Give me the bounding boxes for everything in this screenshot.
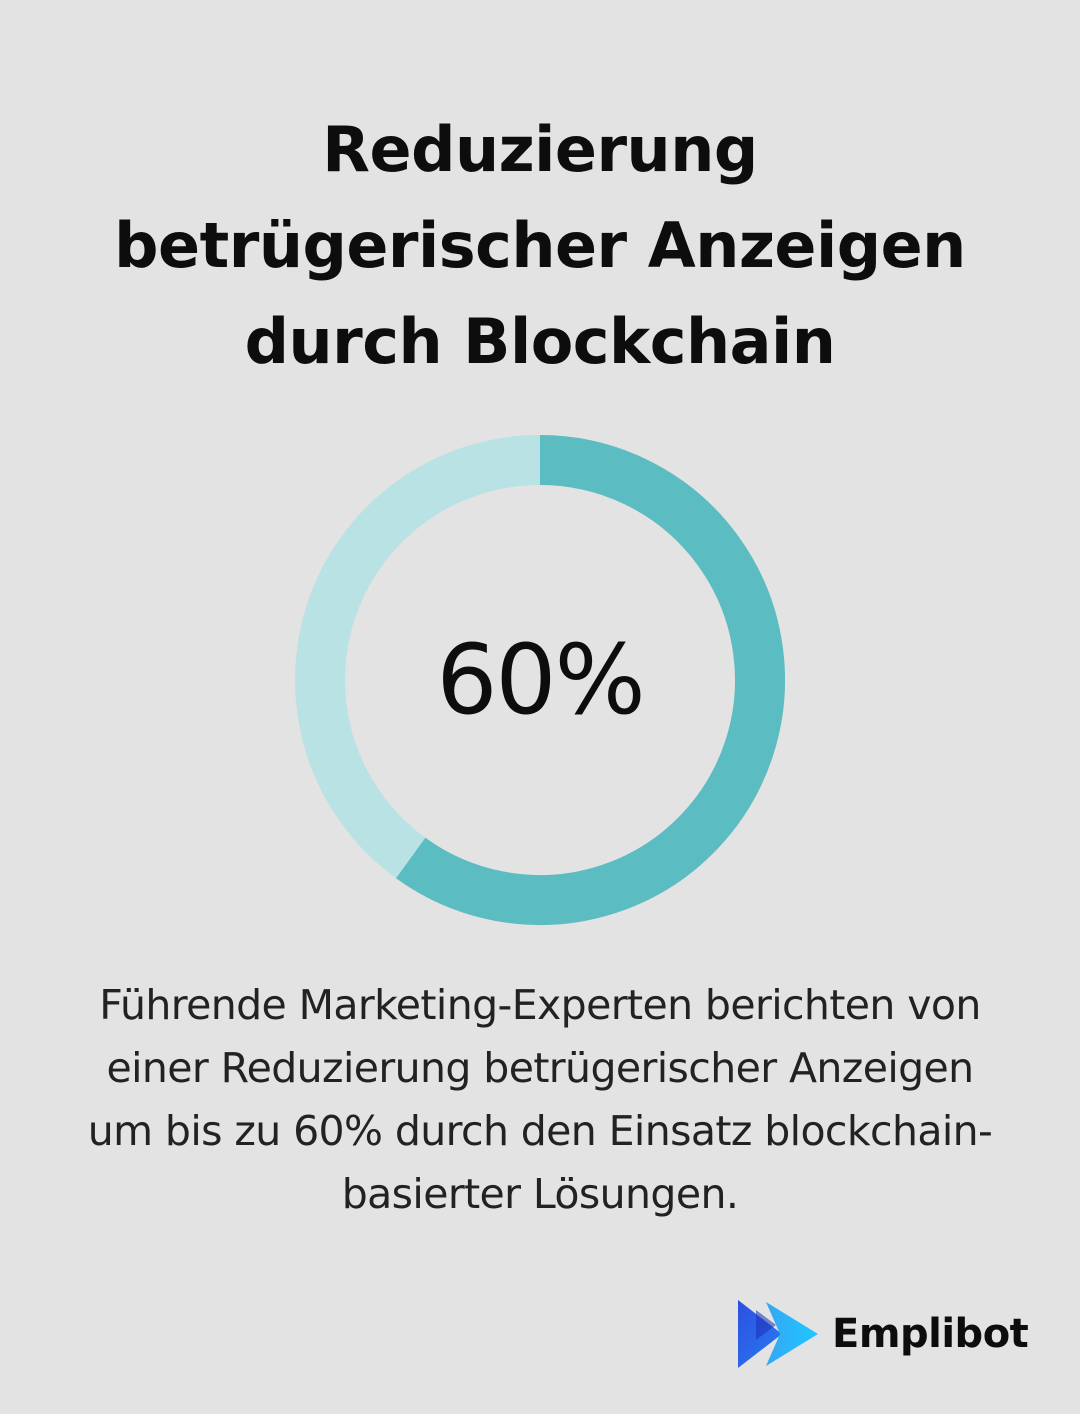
caption-line-3: um bis zu 60% durch den Einsatz blockcha… xyxy=(87,1107,993,1155)
title-line-3: durch Blockchain xyxy=(244,305,836,378)
title-line-1: Reduzierung xyxy=(322,113,758,186)
page-title: Reduzierung betrügerischer Anzeigen durc… xyxy=(40,102,1040,390)
caption-line-4: basierter Lösungen. xyxy=(341,1170,739,1218)
donut-value-arc xyxy=(396,435,785,925)
caption-line-1: Führende Marketing-Experten berichten vo… xyxy=(99,981,981,1029)
donut-chart-svg xyxy=(295,435,785,925)
caption-line-2: einer Reduzierung betrügerischer Anzeige… xyxy=(106,1044,974,1092)
emplibot-play-logo-icon xyxy=(738,1300,818,1368)
brand-name: Emplibot xyxy=(832,1311,1029,1357)
donut-remainder-arc xyxy=(295,435,541,879)
donut-chart: 60% xyxy=(290,430,790,930)
caption-text: Führende Marketing-Experten berichten vo… xyxy=(40,974,1040,1226)
donut-center-label: 60% xyxy=(436,624,645,736)
brand: Emplibot xyxy=(736,1298,1029,1370)
title-line-2: betrügerischer Anzeigen xyxy=(114,209,966,282)
